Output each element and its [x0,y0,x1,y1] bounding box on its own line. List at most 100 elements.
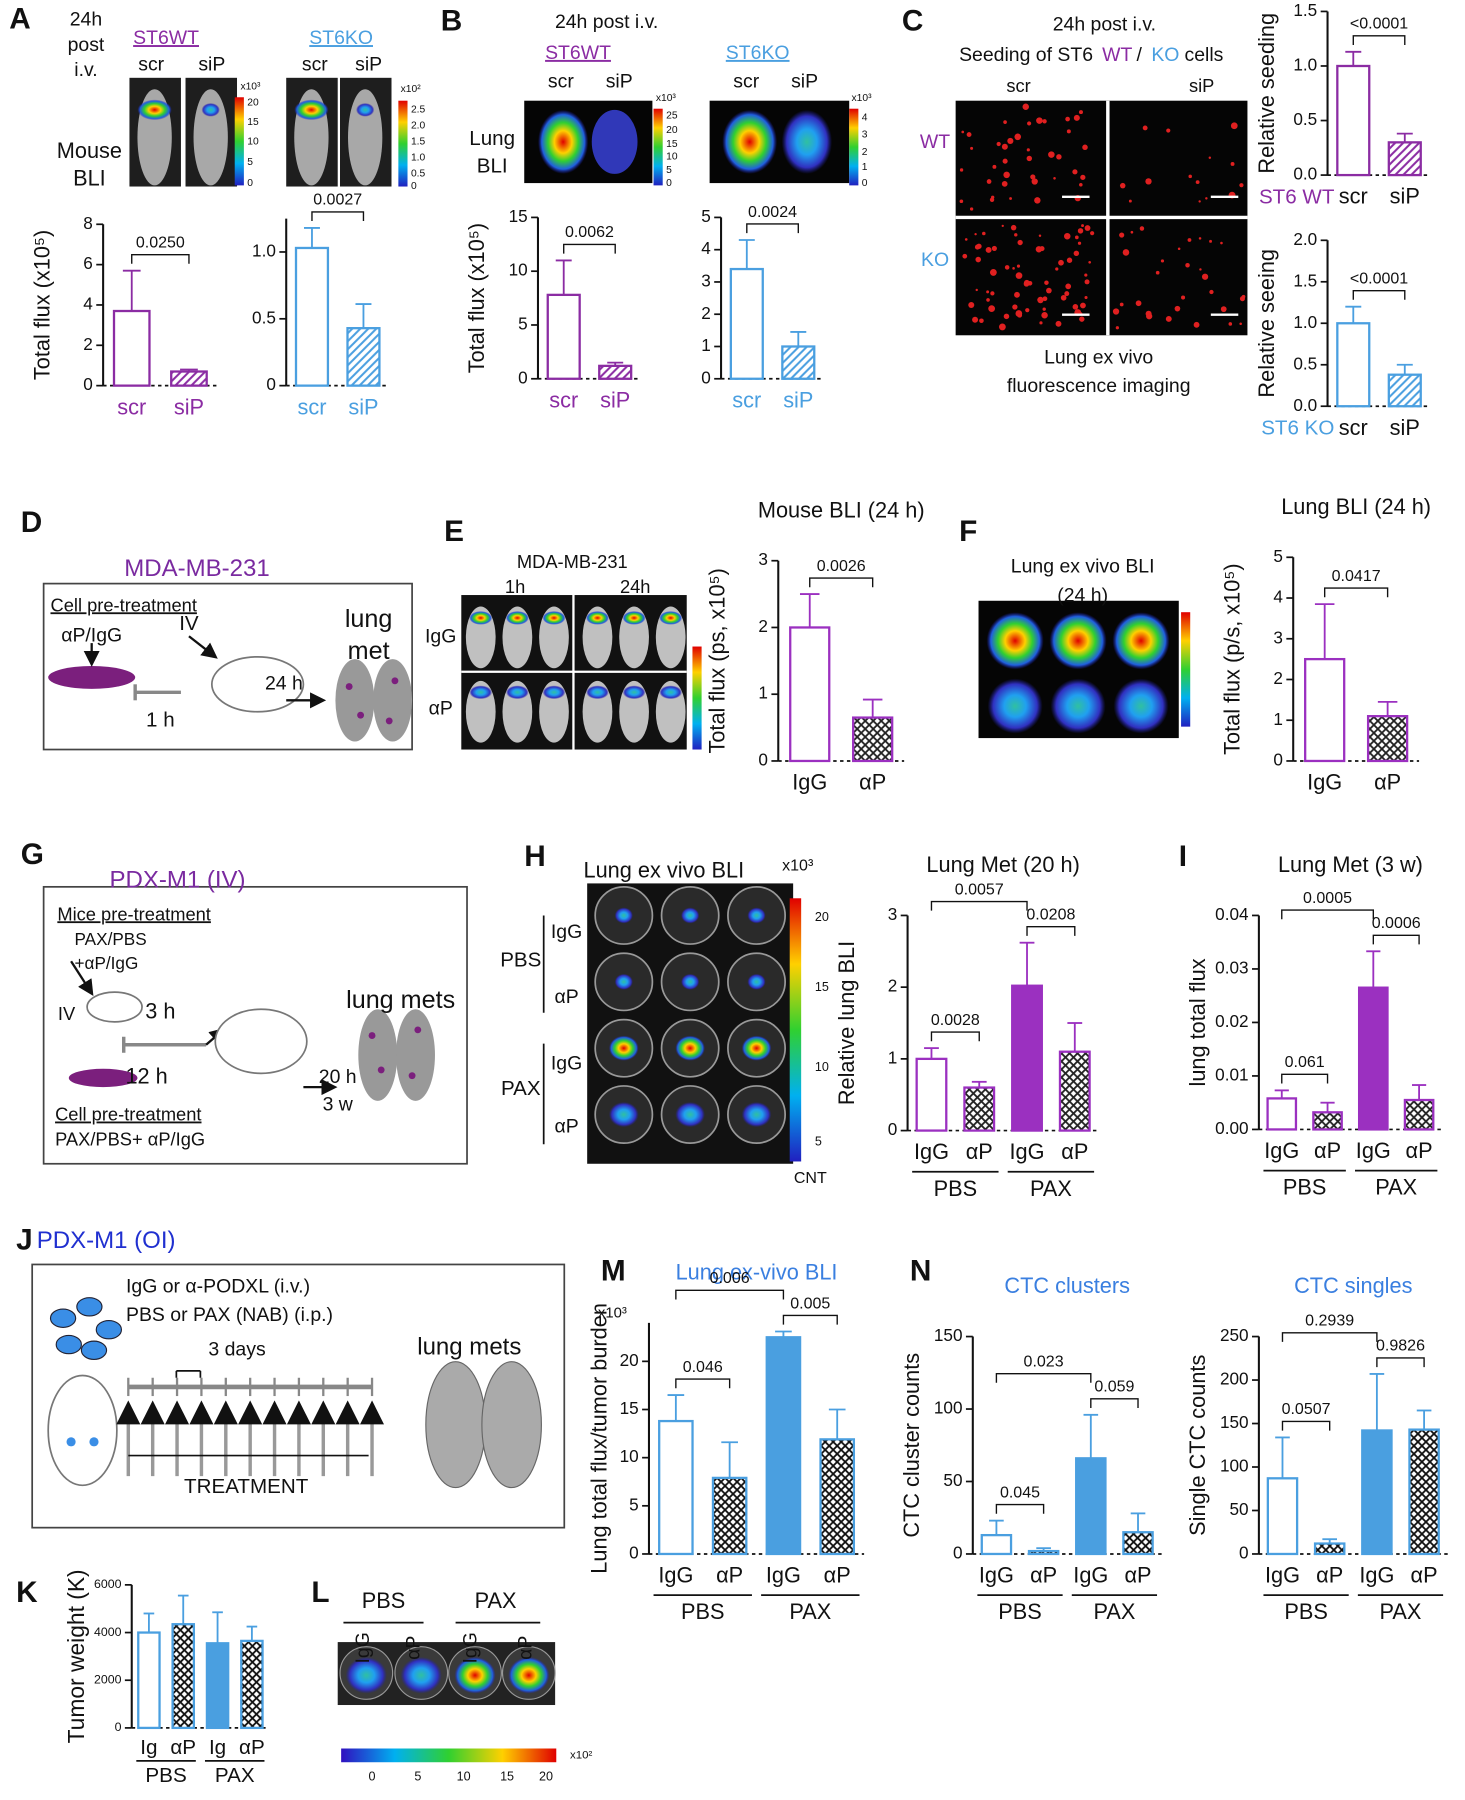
x-tick-label: IgG [1264,1138,1299,1163]
label: 3 [862,130,868,141]
y-tick-label: 0 [888,1119,898,1139]
cell [1030,174,1036,180]
p-value: 0.045 [1000,1483,1040,1501]
y-tick-label: 0.5 [1293,353,1317,373]
cell [1025,308,1030,313]
mouse [348,89,383,186]
comparison-bracket [1281,909,1375,920]
cell [1014,233,1018,237]
image-frame [398,100,408,187]
cell [1036,117,1043,124]
label: scr [302,53,328,75]
group-label: PAX [215,1764,255,1787]
y-axis-label: Total flux (x10⁵) [29,230,54,380]
bli-signal [747,907,766,924]
label: PDX-M1 (IV) [109,866,245,893]
label: IgG [460,1632,482,1663]
label: 5 [247,157,253,168]
y-tick-label: 0 [83,374,93,394]
y-tick-label: 1.0 [1293,55,1317,75]
y-axis-label: Lung total flux/tumor burden [587,1303,612,1574]
label: IgG [352,1632,374,1663]
group-label: PBS [1283,1175,1327,1200]
x-tick-label: IgG [1307,770,1342,795]
group-label: PAX [1093,1599,1135,1624]
cell [1115,326,1119,330]
cell [959,199,964,204]
bli-signal [537,109,589,174]
x-tick-label: siP [1390,184,1420,209]
x-tick-label: αP [1124,1563,1151,1588]
bar [598,364,633,380]
y-tick-label: 5 [518,314,528,334]
cell [986,179,992,184]
label: IgG [551,921,582,943]
x-tick-label: αP [1314,1138,1341,1163]
y-tick-label: 15 [620,1398,639,1418]
cell [1053,177,1056,180]
label: Cell pre-treatment [50,594,196,615]
label: Lung ex vivo BLI [1011,556,1155,578]
group-label: PBS [934,1176,978,1201]
y-tick-label: 6 [83,253,93,273]
comparison-bracket [1281,1332,1378,1342]
label: BLI [477,155,508,178]
label: scr [138,53,164,75]
label: 20 [666,125,678,136]
y-tick-label: 0.00 [1215,1118,1248,1138]
label: 2.0 [411,121,426,132]
y-tick-label: 3 [701,270,711,290]
bar [819,1438,856,1556]
panel-letter: A [9,2,31,35]
comparison-bracket [930,1031,980,1042]
label: PAX/PBS [75,929,147,949]
cell [990,291,995,296]
comparison-bracket [1352,35,1406,45]
label: 1 [862,162,868,173]
y-tick-label: 4000 [94,1625,122,1639]
y-tick-label: 100 [1220,1456,1249,1476]
bar [1058,1050,1091,1132]
p-value: 0.9826 [1376,1337,1425,1355]
bar [1387,373,1422,408]
mouse [214,1008,308,1075]
cell [1181,295,1186,300]
cell [1220,241,1223,245]
bli-signal [987,678,1043,734]
y-tick-label: 0.04 [1215,904,1249,924]
cell [1112,308,1120,315]
cell [974,244,980,250]
bli-signal [542,685,566,700]
label: KO [1151,44,1179,66]
label: ST6KO [309,27,373,49]
cell [76,1297,103,1317]
label: 15 [500,1769,514,1783]
cell [959,168,964,172]
bli-signal [614,907,633,924]
cell [1077,228,1084,234]
y-tick-label: 3 [1273,627,1283,647]
y-tick-label: 3 [758,549,768,569]
x-group-label: ST6 KO [1261,417,1334,440]
label: Mice pre-treatment [57,903,211,924]
cell [1056,154,1062,160]
label: lung mets [346,986,455,1014]
panel-letter: N [910,1254,932,1287]
bli-signal [1113,678,1169,734]
comparison-bracket [1281,1073,1329,1084]
bli-signal [722,109,778,174]
bar [112,309,151,387]
bli-signal [542,611,566,625]
panel-letter: F [959,515,977,548]
label: Lung ex vivo BLI [583,858,744,883]
label: MDA-MB-231 [517,551,628,572]
mouse [86,991,143,1023]
diagram-line [188,635,218,659]
x-tick-label: Ig [140,1736,157,1759]
chart-title: CTC clusters [1004,1273,1130,1298]
cell [979,318,984,324]
tumor [66,1437,76,1447]
label: lung [345,605,393,633]
label: x10² [570,1749,592,1761]
comparison-bracket [746,223,799,234]
